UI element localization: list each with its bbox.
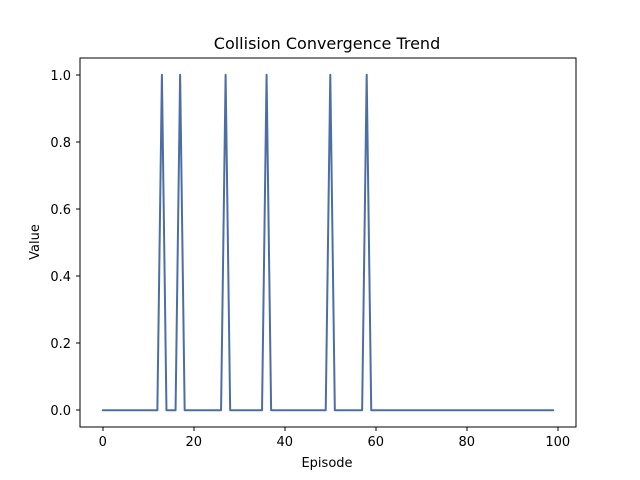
x-tick-label: 60 <box>368 435 385 450</box>
x-axis-label: Episode <box>301 456 352 471</box>
plot-frame <box>79 57 577 428</box>
x-tick-label: 40 <box>276 435 293 450</box>
x-tick-label: 100 <box>545 435 570 450</box>
y-axis-label: Value <box>28 224 43 260</box>
y-tick-label: 0.4 <box>50 270 71 285</box>
y-axis-ticks: 0.0 0.2 0.4 0.6 0.8 1.0 <box>50 69 80 419</box>
chart-title: Collision Convergence Trend <box>214 34 440 53</box>
y-tick-label: 0.2 <box>50 337 71 352</box>
y-tick-label: 0.0 <box>50 404 71 419</box>
y-tick-label: 0.8 <box>50 136 71 151</box>
x-axis-ticks: 0 20 40 60 80 100 <box>99 427 570 450</box>
series-line <box>101 73 555 412</box>
x-tick-label: 80 <box>459 435 476 450</box>
x-tick-label: 0 <box>99 435 107 450</box>
y-tick-label: 0.6 <box>50 203 71 218</box>
y-tick-label: 1.0 <box>50 69 71 84</box>
plot-area <box>101 73 555 412</box>
x-tick-label: 20 <box>185 435 202 450</box>
